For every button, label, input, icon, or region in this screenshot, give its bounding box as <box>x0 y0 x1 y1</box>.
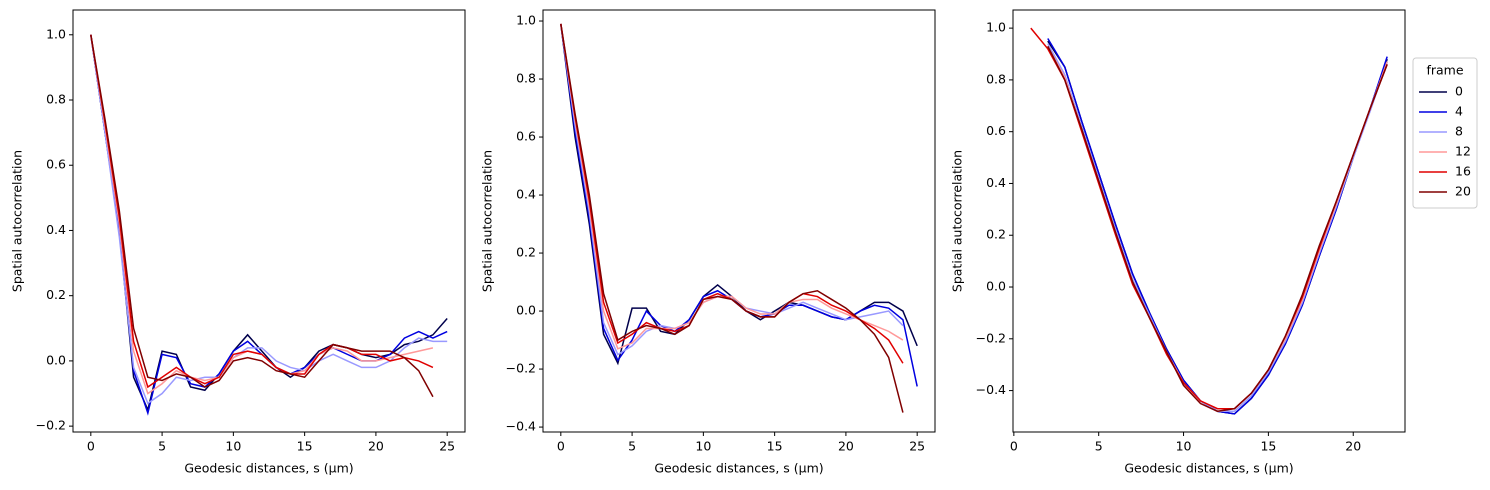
x-tick-label: 0 <box>87 439 95 454</box>
y-tick-label: 0.0 <box>516 303 536 318</box>
data-line <box>560 23 904 413</box>
x-tick-label: 25 <box>439 439 455 454</box>
data-line <box>1047 43 1388 413</box>
x-tick-label: 15 <box>1260 439 1276 454</box>
y-tick-label: −0.4 <box>506 419 536 434</box>
x-axis-label: Geodesic distances, s (μm) <box>654 461 823 476</box>
data-line <box>90 34 434 395</box>
data-line <box>1047 38 1388 415</box>
legend: frame 0 4 8 12 16 20 <box>1412 57 1478 209</box>
data-line <box>90 34 434 389</box>
y-tick-label: 0.8 <box>516 71 536 86</box>
data-line <box>560 23 918 366</box>
subplot: 0 5 10 15 20 25 −0.4 −0.2 0.0 0.2 0.4 0.6 0.8 1.0 Geod… <box>480 9 936 476</box>
legend-label: 16 <box>1455 164 1471 179</box>
x-tick-label: 20 <box>838 439 854 454</box>
y-tick-label: 0.0 <box>986 279 1006 294</box>
x-tick-label: 0 <box>1010 439 1018 454</box>
legend-title: frame <box>1426 63 1463 78</box>
x-tick-label: 5 <box>1095 439 1103 454</box>
data-line <box>560 23 904 350</box>
y-tick-label: 0.8 <box>46 92 66 107</box>
plot-area <box>90 34 448 416</box>
legend-box <box>1412 57 1478 209</box>
y-tick-label: 0.4 <box>516 187 536 202</box>
y-axis-label: Spatial autocorrelation <box>950 150 965 292</box>
subplot: 0 5 10 15 20 −0.4 −0.2 0.0 0.2 0.4 0.6 0.8 1.0 Geodes… <box>950 9 1478 476</box>
y-tick-label: 1.0 <box>986 20 1006 35</box>
plot-area <box>560 23 918 413</box>
legend-label: 12 <box>1455 144 1471 159</box>
x-tick-label: 5 <box>628 439 636 454</box>
data-line <box>1047 45 1388 413</box>
legend-label: 8 <box>1455 124 1463 139</box>
x-axis-label: Geodesic distances, s (μm) <box>1124 461 1293 476</box>
x-tick-label: 25 <box>909 439 925 454</box>
y-tick-label: 0.0 <box>46 352 66 367</box>
y-tick-label: 1.0 <box>46 26 66 41</box>
y-tick-label: 0.8 <box>986 71 1006 86</box>
y-tick-label: 0.4 <box>986 175 1006 190</box>
y-tick-label: 0.6 <box>46 157 66 172</box>
y-tick-label: −0.2 <box>36 418 66 433</box>
y-tick-label: −0.2 <box>976 330 1006 345</box>
y-tick-label: 0.6 <box>516 129 536 144</box>
subplot: 0 5 10 15 20 25 −0.2 0.0 0.2 0.4 0.6 0.8 1.0 Geodesic… <box>10 9 466 476</box>
x-axis-label: Geodesic distances, s (μm) <box>184 461 353 476</box>
y-tick-label: −0.2 <box>506 361 536 376</box>
plot-area <box>1030 27 1388 415</box>
y-axis-label: Spatial autocorrelation <box>480 150 495 292</box>
x-tick-label: 20 <box>368 439 384 454</box>
x-tick-label: 10 <box>695 439 711 454</box>
y-tick-label: 0.2 <box>516 245 536 260</box>
axes-frame <box>1012 9 1406 433</box>
data-line <box>90 34 434 398</box>
y-axis-label: Spatial autocorrelation <box>10 150 25 292</box>
axes-frame <box>72 9 466 433</box>
y-tick-label: 0.2 <box>986 227 1006 242</box>
y-tick-label: 0.4 <box>46 222 66 237</box>
x-tick-label: 5 <box>158 439 166 454</box>
legend-label: 4 <box>1455 104 1463 119</box>
data-line <box>90 34 448 405</box>
legend-label: 0 <box>1455 84 1463 99</box>
x-tick-label: 15 <box>767 439 783 454</box>
y-tick-label: −0.4 <box>976 382 1006 397</box>
axes-frame <box>542 9 936 433</box>
x-tick-label: 10 <box>1176 439 1192 454</box>
x-tick-label: 20 <box>1345 439 1361 454</box>
y-tick-label: 0.6 <box>986 123 1006 138</box>
x-tick-label: 10 <box>225 439 241 454</box>
y-tick-label: 0.2 <box>46 287 66 302</box>
x-tick-label: 15 <box>297 439 313 454</box>
data-line <box>1047 45 1388 410</box>
data-line <box>560 23 904 356</box>
legend-label: 20 <box>1455 184 1471 199</box>
x-tick-label: 0 <box>557 439 565 454</box>
y-tick-label: 1.0 <box>516 13 536 28</box>
data-line <box>1047 40 1388 415</box>
